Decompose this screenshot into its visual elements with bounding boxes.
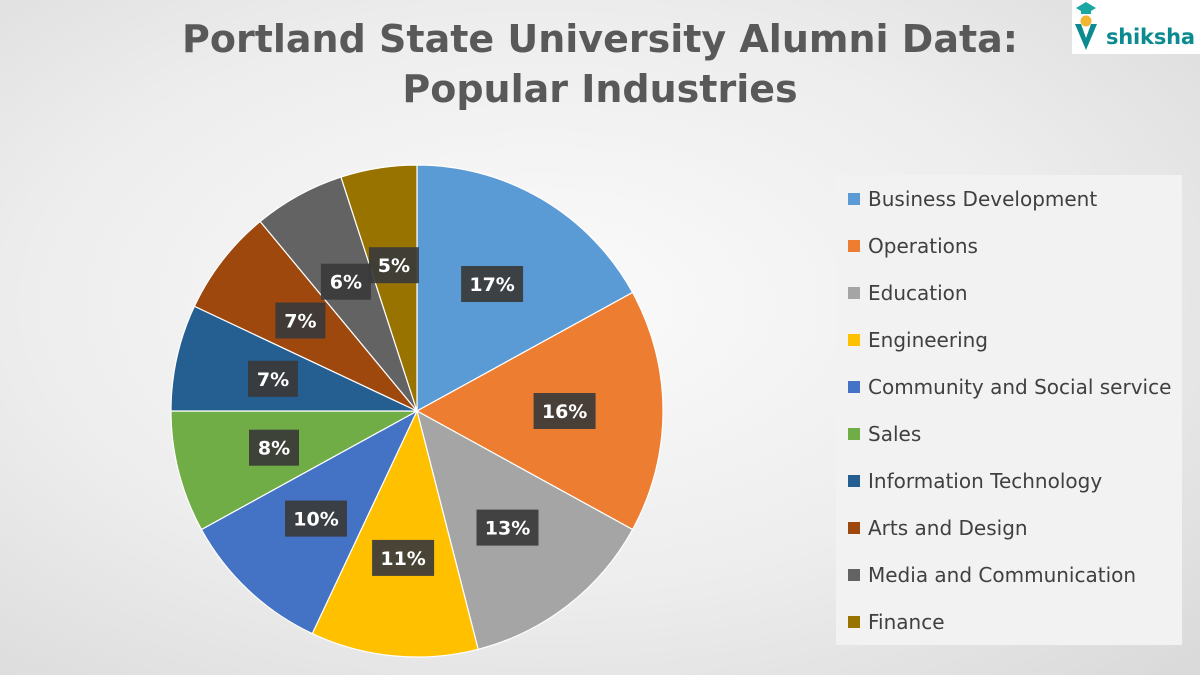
- data-label-arts-and-design: 7%: [275, 302, 326, 339]
- legend-label: Sales: [868, 422, 922, 446]
- pie-slice-sales: [170, 410, 418, 531]
- legend-label: Arts and Design: [868, 516, 1028, 540]
- pie-slice-finance: [340, 164, 418, 412]
- chart-title-line-2: Popular Industries: [402, 67, 798, 112]
- data-label-box: [461, 266, 524, 302]
- legend-swatch: [848, 616, 860, 628]
- legend-item-media-and-communication: Media and Communication: [848, 560, 1136, 590]
- data-label-text: 6%: [330, 272, 362, 294]
- data-label-business-development: 17%: [461, 266, 524, 302]
- legend-label: Finance: [868, 610, 945, 634]
- data-label-media-and-communication: 6%: [320, 263, 371, 300]
- data-label-box: [249, 429, 299, 466]
- data-label-box: [368, 247, 419, 284]
- data-label-box: [248, 360, 298, 397]
- data-label-text: 5%: [378, 255, 410, 277]
- data-label-operations: 16%: [533, 393, 596, 429]
- logo-text: shiksha: [1106, 25, 1195, 49]
- legend-item-education: Education: [848, 278, 968, 308]
- legend-item-community-and-social-service: Community and Social service: [848, 372, 1171, 402]
- data-label-sales: 8%: [249, 429, 299, 466]
- data-label-engineering: 11%: [372, 539, 435, 576]
- legend-item-engineering: Engineering: [848, 325, 988, 355]
- legend-item-sales: Sales: [848, 419, 921, 449]
- legend-item-operations: Operations: [848, 231, 978, 261]
- data-label-text: 8%: [258, 438, 290, 460]
- data-label-information-technology: 7%: [248, 360, 298, 397]
- legend-swatch: [848, 569, 860, 581]
- chart-title-line-1: Portland State University Alumni Data:: [182, 17, 1018, 61]
- legend-swatch: [848, 475, 860, 487]
- legend-label: Education: [868, 281, 968, 305]
- data-labels: 17% 16% 13% 11% 10% 8% 7% 7% 6% 5%: [248, 247, 596, 576]
- data-label-education: 13%: [476, 509, 539, 546]
- data-label-text: 13%: [485, 518, 530, 540]
- legend-label: Information Technology: [868, 469, 1103, 493]
- pie-slice-information-technology: [170, 305, 418, 412]
- legend-item-business-development: Business Development: [848, 184, 1097, 214]
- chart-title: Portland State University Alumni Data: P…: [100, 14, 1100, 114]
- data-label-text: 11%: [380, 548, 425, 570]
- legend-label: Media and Communication: [868, 563, 1137, 587]
- legend-label: Community and Social service: [868, 375, 1172, 399]
- pie-slice-engineering: [311, 409, 479, 658]
- data-label-text: 17%: [469, 274, 514, 296]
- legend-item-finance: Finance: [848, 607, 945, 637]
- data-label-box: [320, 263, 371, 300]
- legend-item-information-technology: Information Technology: [848, 466, 1102, 496]
- shiksha-logo: shiksha: [1072, 0, 1200, 54]
- data-label-text: 10%: [293, 509, 338, 531]
- legend-label: Operations: [868, 234, 978, 258]
- legend-swatch: [848, 240, 860, 252]
- data-label-box: [533, 393, 596, 429]
- data-label-box: [275, 302, 326, 339]
- legend-swatch: [848, 381, 860, 393]
- legend-item-arts-and-design: Arts and Design: [848, 513, 1028, 543]
- data-label-box: [372, 539, 435, 576]
- data-label-text: 7%: [284, 311, 316, 333]
- data-label-finance: 5%: [368, 247, 419, 284]
- legend-swatch: [848, 287, 860, 299]
- data-label-text: 16%: [542, 401, 587, 423]
- pie-slices: [170, 164, 664, 658]
- legend-swatch: [848, 428, 860, 440]
- legend-label: Business Development: [868, 187, 1098, 211]
- data-label-community-and-social-service: 10%: [285, 500, 347, 537]
- legend-label: Engineering: [868, 328, 988, 352]
- legend-swatch: [848, 522, 860, 534]
- data-label-text: 7%: [257, 369, 289, 391]
- legend-swatch: [848, 193, 860, 205]
- pie-slice-business-development: [416, 164, 634, 413]
- chart-legend: Business Development Operations Education E…: [836, 175, 1182, 645]
- data-label-box: [285, 500, 347, 537]
- data-label-box: [476, 509, 539, 546]
- legend-swatch: [848, 334, 860, 346]
- graduation-cap-logo-icon: [1075, 2, 1097, 50]
